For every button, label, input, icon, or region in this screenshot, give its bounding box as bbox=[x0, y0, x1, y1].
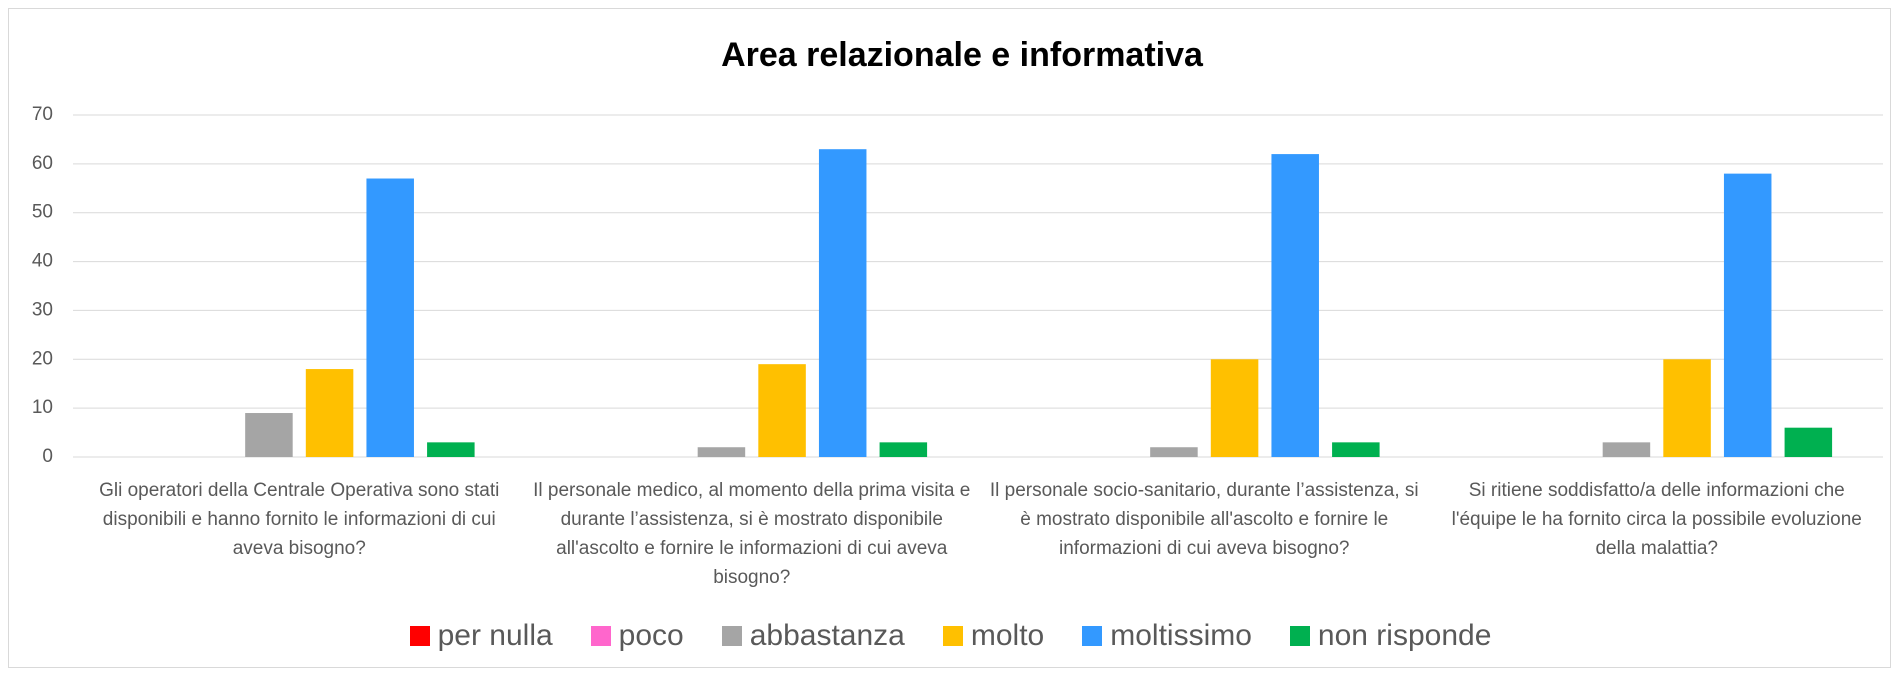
bar bbox=[758, 364, 806, 457]
bar bbox=[245, 413, 293, 457]
bar bbox=[1210, 359, 1259, 457]
x-tick-label: Gli operatori della Centrale Operativa s… bbox=[99, 480, 500, 559]
bar bbox=[1150, 447, 1198, 457]
legend-item: moltissimo bbox=[1082, 619, 1252, 653]
legend-swatch bbox=[1082, 626, 1103, 646]
legend-swatch bbox=[1289, 626, 1310, 646]
bar bbox=[1723, 173, 1772, 457]
x-tick-label: Il personale medico, al momento della pr… bbox=[533, 480, 971, 588]
bar bbox=[697, 447, 746, 457]
legend-item: per nulla bbox=[409, 619, 553, 653]
x-tick-label: Si ritiene soddisfatto/a delle informazi… bbox=[1451, 480, 1862, 559]
bar bbox=[1271, 154, 1319, 458]
legend-label: poco bbox=[618, 619, 684, 652]
legend-label: molto bbox=[970, 619, 1045, 652]
legend-swatch bbox=[590, 626, 611, 646]
y-tick-label: 10 bbox=[32, 397, 53, 418]
bar bbox=[1332, 442, 1380, 457]
bar bbox=[427, 442, 475, 457]
legend: per nulla poco abbastanza molto moltissimo no… bbox=[0, 616, 1901, 656]
legend-label: non risponde bbox=[1317, 619, 1492, 652]
chart-border bbox=[8, 8, 1891, 668]
y-tick-label: 70 bbox=[32, 104, 53, 125]
y-tick-label: 0 bbox=[42, 446, 53, 467]
bar bbox=[818, 149, 867, 457]
legend-item: abbastanza bbox=[721, 619, 905, 653]
y-tick-label: 60 bbox=[32, 153, 53, 174]
legend-swatch bbox=[409, 626, 430, 646]
y-tick-label: 30 bbox=[32, 299, 53, 320]
bar bbox=[879, 442, 928, 457]
legend-label: per nulla bbox=[437, 619, 553, 652]
legend-label: abbastanza bbox=[749, 619, 905, 652]
legend-item: poco bbox=[590, 619, 684, 653]
y-tick-label: 20 bbox=[32, 348, 53, 369]
bar bbox=[1663, 359, 1711, 457]
bar bbox=[366, 178, 414, 457]
bar bbox=[1784, 427, 1833, 457]
legend-label: moltissimo bbox=[1110, 619, 1252, 652]
bar bbox=[305, 369, 354, 457]
y-tick-label: 50 bbox=[32, 202, 53, 223]
chart-title: Area relazionale e informativa bbox=[721, 36, 1204, 74]
x-tick-label: Il personale socio-sanitario, durante l’… bbox=[989, 480, 1419, 559]
legend-swatch bbox=[942, 626, 963, 646]
y-tick-label: 40 bbox=[32, 251, 53, 272]
legend-item: non risponde bbox=[1289, 619, 1492, 653]
bar bbox=[1602, 442, 1651, 457]
legend-item: molto bbox=[942, 619, 1045, 653]
legend-swatch bbox=[721, 626, 742, 646]
